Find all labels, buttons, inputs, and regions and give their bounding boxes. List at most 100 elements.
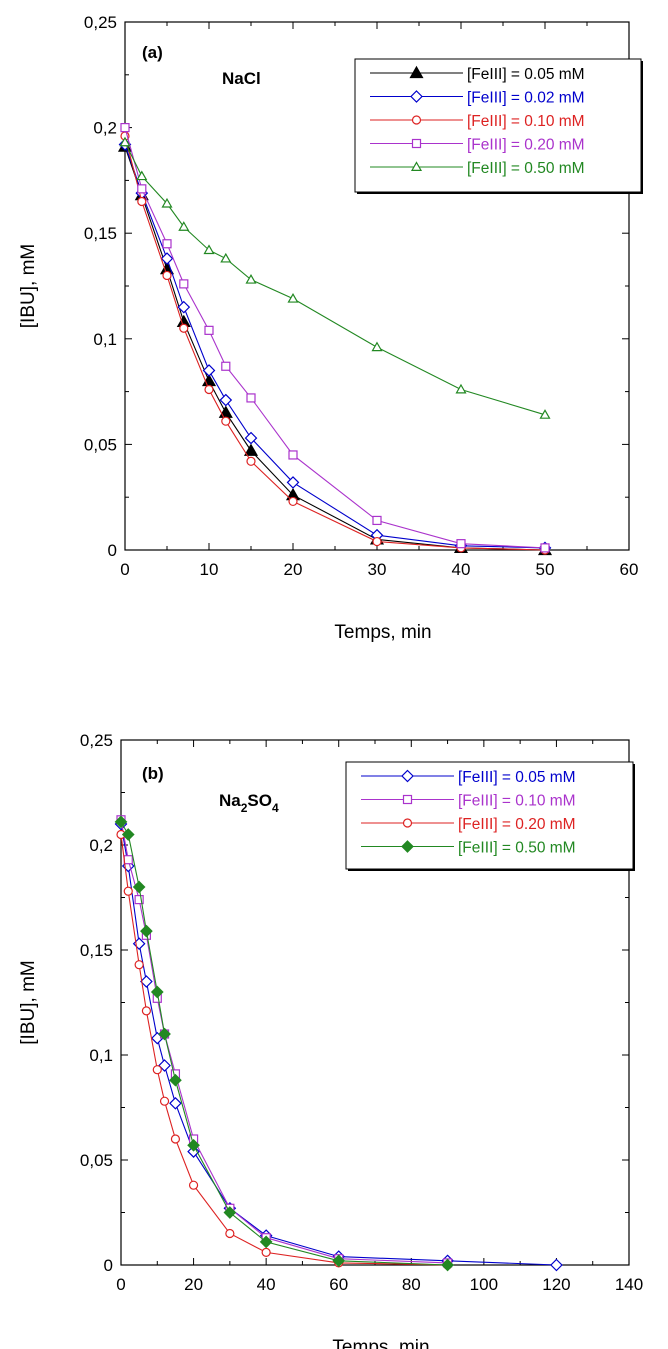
data-point (137, 196, 147, 207)
data-point (140, 975, 153, 988)
data-point (204, 325, 214, 335)
data-point (162, 270, 172, 281)
data-point (202, 364, 216, 377)
x-tick-label: 30 (368, 560, 387, 579)
data-point (244, 431, 258, 445)
data-point (179, 279, 189, 289)
data-point (220, 252, 232, 263)
x-tick-label: 40 (452, 560, 471, 579)
y-tick-label: 0,1 (89, 1046, 113, 1065)
legend-entry: [FeIII] = 0.10 mM (467, 113, 585, 130)
data-point (141, 1006, 151, 1016)
legend-entry: [FeIII] = 0.05 mM (458, 769, 576, 786)
legend-box (354, 58, 642, 193)
data-point (288, 450, 298, 460)
legend-entry: [FeIII] = 0.10 mM (458, 793, 576, 810)
data-point (372, 515, 382, 526)
y-tick-label: 0,1 (93, 330, 117, 349)
data-point (158, 1059, 171, 1072)
legend-entry: [FeIII] = 0.50 mM (467, 160, 585, 177)
legend-marker (411, 138, 422, 149)
legend: [FeIII] = 0.05 mM [FeIII] = 0.10 mM [FeIII… (345, 761, 635, 871)
data-point (137, 184, 147, 194)
x-tick-label: 0 (116, 1275, 125, 1294)
data-point (221, 361, 231, 371)
series-4 (119, 136, 551, 419)
data-point (246, 456, 256, 466)
data-point (179, 323, 189, 333)
series-0 (114, 817, 563, 1272)
data-point (539, 409, 551, 419)
series-0 (117, 139, 553, 556)
legend-marker (411, 115, 422, 125)
x-tick-label: 120 (542, 1275, 570, 1294)
x-tick-label: 60 (329, 1275, 348, 1294)
series-line (120, 819, 448, 1264)
data-point (123, 886, 133, 896)
x-tick-label: 140 (615, 1275, 643, 1294)
data-point (261, 1247, 271, 1258)
series-line (124, 146, 546, 551)
series-3 (114, 815, 454, 1272)
y-tick-label: 0,2 (89, 836, 113, 855)
y-axis-label: [IBU], mM (18, 244, 39, 328)
data-point (225, 1228, 235, 1239)
legend-entry: [FeIII] = 0.50 mM (458, 840, 576, 857)
y-tick-label: 0,05 (80, 1151, 113, 1170)
data-point (221, 416, 231, 426)
legend-marker (409, 65, 424, 79)
data-point (245, 273, 257, 284)
y-tick-label: 0 (108, 541, 117, 560)
legend-entry: [FeIII] = 0.05 mM (467, 66, 585, 83)
data-point (218, 405, 233, 418)
x-axis-label: Temps, min (334, 622, 431, 643)
data-point (287, 292, 299, 303)
data-point (162, 239, 172, 249)
series-2 (116, 829, 453, 1270)
y-tick-label: 0,15 (84, 224, 117, 243)
annotation-part: SO (247, 791, 272, 810)
panel-label: (b) (142, 764, 164, 783)
legend-entry: [FeIII] = 0.02 mM (467, 90, 585, 107)
x-tick-label: 50 (536, 560, 555, 579)
y-tick-label: 0,15 (80, 941, 113, 960)
data-point (286, 476, 300, 489)
legend-box (345, 761, 634, 870)
series-line (120, 823, 557, 1266)
x-tick-label: 20 (184, 1275, 203, 1294)
annotation-subscript: 4 (272, 801, 279, 815)
data-point (246, 393, 256, 403)
data-point (169, 1073, 182, 1087)
x-tick-label: 60 (620, 560, 639, 579)
series-3 (120, 122, 550, 553)
legend-marker (401, 769, 414, 783)
data-point (259, 1235, 273, 1249)
legend-entry: [FeIII] = 0.20 mM (467, 137, 585, 154)
x-tick-label: 100 (470, 1275, 498, 1294)
data-point (159, 1096, 170, 1106)
data-point (177, 300, 191, 314)
data-point (140, 924, 153, 938)
legend-entry: [FeIII] = 0.20 mM (458, 816, 576, 833)
data-point (150, 985, 164, 999)
chart-panel-a: 0 10 20 30 40 50 60 0 0,05 0,1 0,15 0,2 0,25 Temps, m… (18, 13, 643, 643)
data-point (120, 122, 130, 133)
data-point (121, 828, 135, 841)
annotation-subscript: 2 (241, 801, 248, 815)
annotation-part: Na (219, 791, 241, 810)
legend-marker (410, 161, 423, 171)
data-point (455, 383, 467, 394)
panel-label: (a) (142, 43, 163, 62)
legend-marker (402, 794, 413, 805)
y-axis-label: [IBU], mM (18, 960, 39, 1044)
y-tick-label: 0 (104, 1256, 113, 1275)
y-tick-label: 0,2 (93, 119, 117, 138)
x-tick-label: 80 (402, 1275, 421, 1294)
data-point (223, 1206, 237, 1219)
data-point (187, 1138, 200, 1152)
data-point (204, 384, 214, 395)
x-tick-label: 20 (284, 560, 303, 579)
data-point (288, 496, 298, 507)
series-1 (118, 138, 552, 555)
